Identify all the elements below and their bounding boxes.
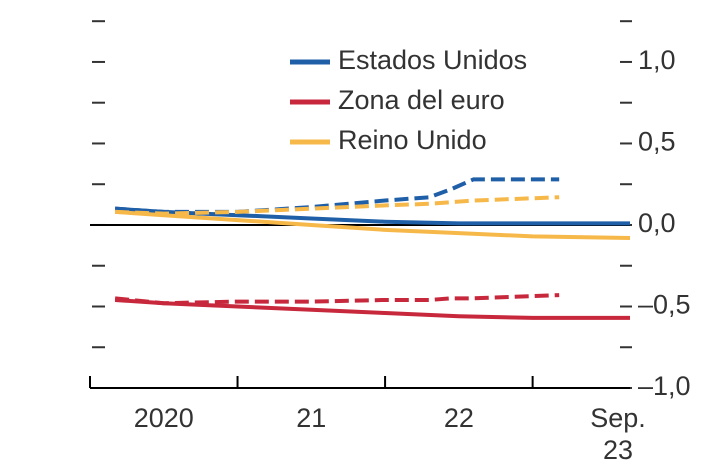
- forecast-line: [114, 293, 560, 306]
- y-tick-label: 0,5: [638, 127, 676, 157]
- legend-label: Zona del euro: [338, 85, 505, 115]
- x-tick-label: 22: [444, 403, 474, 433]
- x-tick-label: 2020: [134, 403, 194, 433]
- y-tick-label: –0,5: [638, 290, 691, 320]
- y-tick-label: –1,0: [638, 371, 691, 401]
- x-tick-label: 21: [296, 403, 326, 433]
- line: [114, 209, 631, 241]
- y-tick-label: 0,0: [638, 208, 676, 238]
- y-tick-label: 1,0: [638, 45, 676, 75]
- line: [114, 297, 630, 320]
- legend-label: Reino Unido: [338, 125, 487, 155]
- forecast-line: [115, 195, 560, 216]
- x-tick-label: Sep. 23: [590, 403, 646, 465]
- legend-label: Estados Unidos: [338, 45, 527, 75]
